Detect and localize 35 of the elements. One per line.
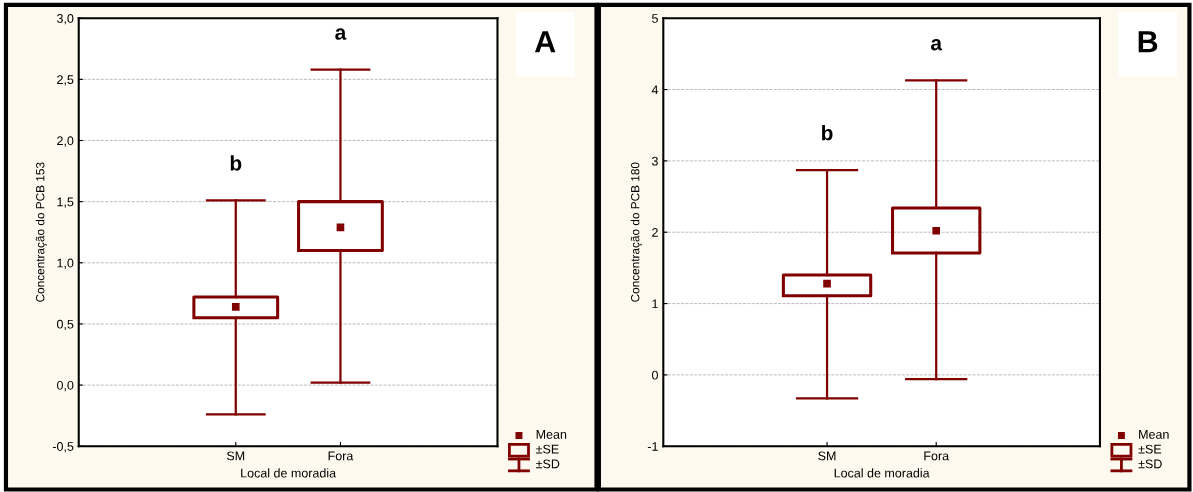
text: ±SD	[536, 459, 560, 469]
y-tick-label: 3,0	[56, 14, 74, 25]
x-tick-label: Fora	[328, 451, 354, 461]
annotation: a	[335, 28, 347, 40]
y-tick-label: 2,5	[57, 75, 74, 86]
text: ±SE	[1138, 444, 1162, 454]
text: Mean	[536, 430, 567, 439]
x-axis-title: Local de moradia	[241, 468, 337, 478]
y-tick-label: 1	[652, 299, 658, 309]
annotation: b	[822, 125, 833, 141]
y-axis-title: Concentração do PCB 180	[630, 162, 642, 302]
y-tick-label: 5	[652, 14, 658, 23]
y-tick-label: 0,5	[56, 319, 74, 331]
y-tick-label: 3	[651, 156, 658, 166]
annotation: a	[931, 39, 943, 51]
text: B	[1138, 31, 1158, 53]
y-tick-label: 2	[652, 228, 658, 237]
text: A	[534, 31, 556, 53]
text: ±SD	[1138, 459, 1162, 469]
y-tick-label: -0,5	[52, 442, 74, 453]
y-tick-label: 1,0	[57, 258, 74, 269]
annotation: b	[230, 155, 242, 171]
text: Mean	[1139, 430, 1169, 439]
text: ±SE	[536, 444, 559, 454]
y-tick-label: -1	[647, 442, 658, 451]
y-tick-label: 4	[651, 85, 659, 95]
y-tick-label: 2,0	[57, 136, 74, 147]
y-tick-label: 1,5	[57, 197, 74, 208]
y-tick-label: 0	[651, 370, 658, 380]
x-tick-label: Fora	[924, 451, 950, 461]
x-tick-label: SM	[226, 451, 245, 461]
x-axis-title: Local de moradia	[834, 468, 930, 478]
y-axis-title: Concentração do PCB 153	[35, 162, 47, 302]
y-tick-label: 0,0	[56, 380, 74, 392]
x-tick-label: SM	[818, 451, 836, 461]
